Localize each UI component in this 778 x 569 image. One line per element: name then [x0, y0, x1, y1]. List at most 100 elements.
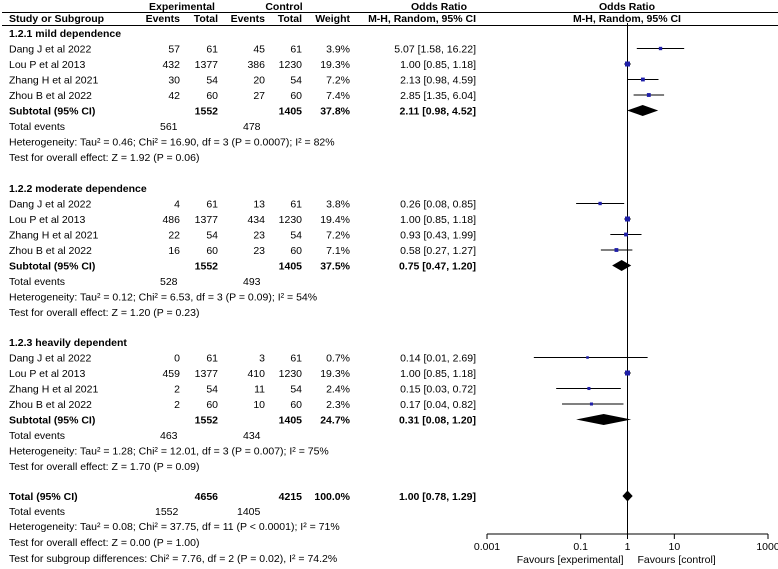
odds-ratio-ci: 1.00 [0.85, 1.18] [400, 368, 476, 380]
total-control: 61 [290, 353, 302, 365]
study-marker-g2-s0 [586, 356, 589, 359]
overall-total-events-label: Total events [9, 506, 65, 518]
overall-odds-ratio-ci: 1.00 [0.78, 1.29] [399, 491, 476, 503]
events-control: 45 [253, 44, 265, 56]
subgroup-title: 1.2.3 heavily dependent [9, 337, 127, 349]
summary-diamond-g0 [627, 105, 659, 116]
x-tick-label: 0.1 [573, 541, 588, 553]
study-column-header: Study or Subgroup [9, 13, 104, 25]
events2-column-header: Events [231, 13, 266, 25]
total-events-experimental: 463 [160, 430, 178, 442]
overall-total-control: 4215 [279, 491, 303, 503]
subtotal-odds-ratio-ci: 0.75 [0.47, 1.20] [399, 261, 476, 273]
subtotal-total-control: 1405 [279, 261, 303, 273]
x-tick-label: 10 [668, 541, 680, 553]
subtotal-label: Subtotal (95% CI) [9, 261, 95, 273]
plot-method-header: M-H, Random, 95% CI [573, 13, 681, 25]
total-experimental: 60 [206, 245, 218, 257]
events-experimental: 0 [174, 353, 180, 365]
total-experimental: 1377 [195, 59, 219, 71]
favours-control-label: Favours [control] [638, 554, 716, 566]
odds-ratio-ci: 1.00 [0.85, 1.18] [400, 59, 476, 71]
study-marker-g1-s3 [614, 248, 619, 252]
heterogeneity-text: Heterogeneity: Tau² = 0.12; Chi² = 6.53,… [9, 292, 317, 304]
study-marker-g0-s3 [646, 93, 651, 97]
summary-diamond-g1 [612, 260, 632, 271]
events-experimental: 486 [162, 214, 180, 226]
total-experimental: 61 [206, 199, 218, 211]
subtotal-weight: 24.7% [320, 415, 350, 427]
study-weight: 0.7% [326, 353, 350, 365]
study-weight: 2.4% [326, 384, 350, 396]
total-control: 54 [290, 230, 302, 242]
total-events-label: Total events [9, 430, 65, 442]
events-control: 10 [253, 399, 265, 411]
events-experimental: 22 [168, 230, 180, 242]
overall-effect-test-text: Test for overall effect: Z = 0.00 (P = 1… [9, 537, 199, 549]
subtotal-total-experimental: 1552 [195, 106, 219, 118]
overall-heterogeneity-text: Heterogeneity: Tau² = 0.08; Chi² = 37.75… [9, 521, 340, 533]
total-events-experimental: 528 [160, 276, 178, 288]
study-name: Lou P et al 2013 [9, 59, 85, 71]
overall-total-events-control: 1405 [237, 506, 261, 518]
subtotal-total-experimental: 1552 [195, 261, 219, 273]
heterogeneity-text: Heterogeneity: Tau² = 1.28; Chi² = 12.01… [9, 446, 329, 458]
events-control: 23 [253, 245, 265, 257]
favours-experimental-label: Favours [experimental] [517, 554, 624, 566]
summary-diamond-g2 [576, 414, 632, 425]
x-tick-label: 1 [625, 541, 631, 553]
total-experimental: 54 [206, 75, 218, 87]
study-weight: 19.3% [320, 59, 350, 71]
heterogeneity-text: Heterogeneity: Tau² = 0.46; Chi² = 16.90… [9, 137, 335, 149]
odds-ratio-ci: 2.13 [0.98, 4.59] [400, 75, 476, 87]
study-name: Zhang H et al 2021 [9, 384, 98, 396]
study-name: Dang J et al 2022 [9, 353, 91, 365]
study-marker-g0-s2 [640, 77, 645, 82]
total2-column-header: Total [278, 13, 302, 25]
subtotal-total-control: 1405 [279, 415, 303, 427]
study-weight: 3.9% [326, 44, 350, 56]
odds-ratio-ci: 0.17 [0.04, 0.82] [400, 399, 476, 411]
events-control: 434 [247, 214, 265, 226]
events-control: 410 [247, 368, 265, 380]
study-weight: 19.3% [320, 368, 350, 380]
control-group-header: Control [265, 1, 302, 13]
events-control: 3 [259, 353, 265, 365]
method-column-header: M-H, Random, 95% CI [368, 13, 476, 25]
overall-total-events-experimental: 1552 [155, 506, 179, 518]
events-control: 386 [247, 59, 265, 71]
subgroup-title: 1.2.1 mild dependence [9, 28, 121, 40]
total-control: 60 [290, 90, 302, 102]
study-weight: 19.4% [320, 214, 350, 226]
events-experimental: 4 [174, 199, 180, 211]
total-events-label: Total events [9, 121, 65, 133]
total-experimental: 60 [206, 90, 218, 102]
study-marker-g0-s1 [625, 61, 630, 67]
events-control: 11 [254, 384, 265, 396]
study-name: Lou P et al 2013 [9, 368, 85, 380]
events-experimental: 2 [174, 399, 180, 411]
odds-ratio-ci: 0.93 [0.43, 1.99] [400, 230, 476, 242]
experimental-group-header: Experimental [149, 1, 215, 13]
events-control: 13 [253, 199, 265, 211]
subgroup-differences-text: Test for subgroup differences: Chi² = 7.… [9, 553, 337, 565]
subgroup-title: 1.2.2 moderate dependence [9, 183, 147, 195]
overall-effect-text: Test for overall effect: Z = 1.70 (P = 0… [9, 461, 199, 473]
study-weight: 7.1% [326, 245, 350, 257]
events-experimental: 57 [168, 44, 180, 56]
subtotal-total-experimental: 1552 [195, 415, 219, 427]
events-experimental: 42 [168, 90, 180, 102]
study-name: Dang J et al 2022 [9, 44, 91, 56]
events-experimental: 2 [174, 384, 180, 396]
subtotal-total-control: 1405 [279, 106, 303, 118]
study-name: Lou P et al 2013 [9, 214, 85, 226]
odds-ratio-ci: 2.85 [1.35, 6.04] [400, 90, 476, 102]
total-experimental: 1377 [195, 368, 219, 380]
odds-ratio-ci: 0.14 [0.01, 2.69] [400, 353, 476, 365]
study-name: Zhou B et al 2022 [9, 399, 92, 411]
total-control: 60 [290, 399, 302, 411]
study-name: Zhou B et al 2022 [9, 245, 92, 257]
study-name: Zhang H et al 2021 [9, 230, 98, 242]
total-control: 1230 [279, 368, 303, 380]
events-experimental: 30 [168, 75, 180, 87]
